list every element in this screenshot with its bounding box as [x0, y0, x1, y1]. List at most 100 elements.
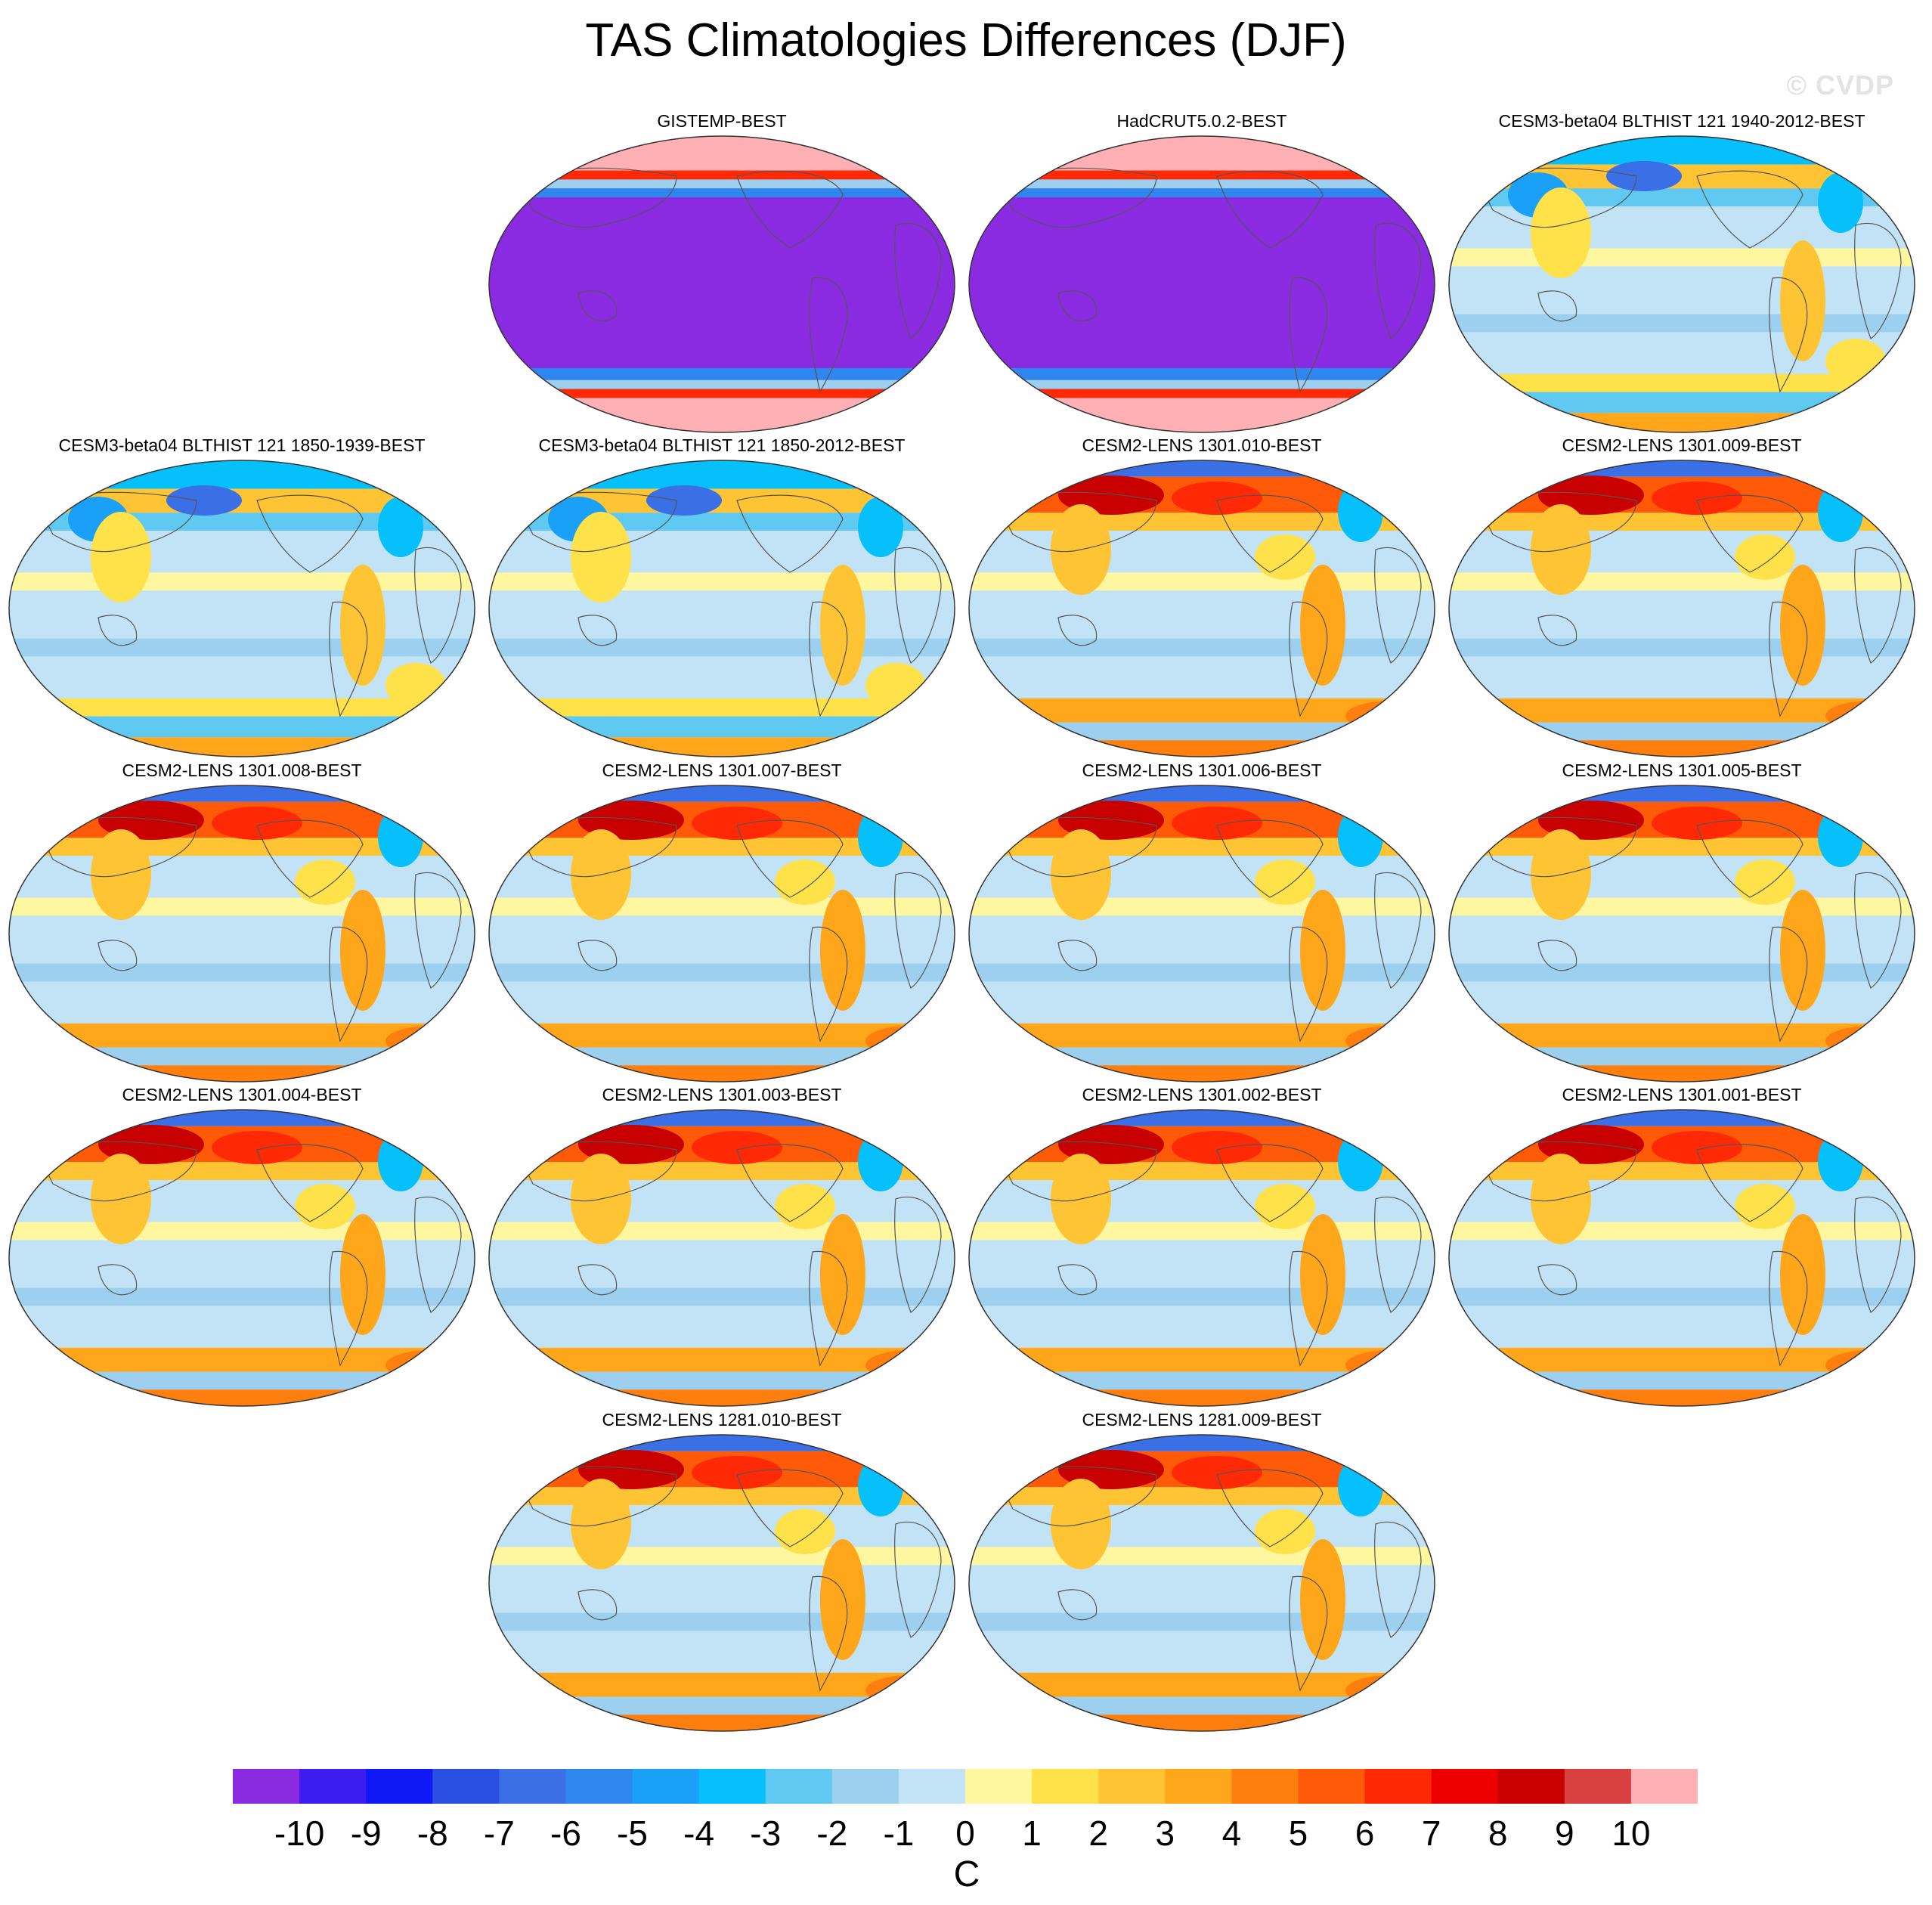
colorbar-swatch [831, 1769, 899, 1804]
global-map [1448, 1109, 1915, 1407]
temperature-band [489, 1696, 955, 1715]
colorbar-swatch [1431, 1769, 1499, 1804]
coastline [1057, 940, 1098, 971]
coastline [809, 1250, 848, 1367]
coastline [1289, 277, 1328, 393]
temperature-band [1449, 248, 1915, 267]
colorbar-tick-label: -3 [750, 1814, 782, 1853]
panel-title: GISTEMP-BEST [657, 111, 787, 131]
coastline [1537, 1264, 1577, 1296]
coastline [809, 277, 848, 393]
coastline [1769, 1250, 1808, 1367]
anomaly-blob [646, 485, 722, 516]
anomaly-blob [820, 565, 865, 686]
temperature-band [969, 188, 1435, 198]
anomaly-blob [1818, 1131, 1863, 1191]
coastline [414, 1196, 462, 1313]
colorbar-tick-label: 1 [1022, 1814, 1042, 1853]
anomaly-blob [1825, 339, 1886, 384]
temperature-band [9, 963, 475, 982]
anomaly-blob [692, 1456, 782, 1489]
global-map [968, 1434, 1435, 1732]
temperature-band [489, 572, 955, 591]
temperature-band [489, 179, 955, 189]
anomaly-blob [1345, 1350, 1435, 1380]
colorbar-swatch [499, 1769, 566, 1804]
temperature-band [969, 963, 1435, 982]
coastline [736, 170, 844, 249]
anomaly-blob [775, 1184, 835, 1229]
anomaly-blob [1652, 807, 1742, 840]
anomaly-blob [1818, 172, 1863, 233]
panel-title: CESM2-LENS 1301.004-BEST [122, 1085, 362, 1104]
colorbar-swatch [632, 1769, 700, 1804]
map-border [968, 1109, 1435, 1407]
anomaly-blob [820, 1214, 865, 1335]
anomaly-blob [295, 1184, 355, 1229]
map-panel: CESM3-beta04 BLTHIST 121 1940-2012-BEST [1440, 110, 1924, 435]
map-panel: CESM2-LENS 1301.003-BEST [480, 1084, 964, 1409]
panel-title: CESM3-beta04 BLTHIST 121 1850-2012-BEST [538, 435, 906, 455]
map-panel: CESM2-LENS 1281.010-BEST [480, 1409, 964, 1734]
map-panel: GISTEMP-BEST [480, 110, 964, 435]
map-border [8, 1109, 475, 1407]
map-panel: HadCRUT5.0.2-BEST [960, 110, 1444, 435]
temperature-band [1449, 963, 1915, 982]
coastline [577, 290, 618, 322]
map-border [1448, 135, 1915, 433]
colorbar-units: C [953, 1854, 980, 1894]
coastline [1696, 819, 1804, 898]
temperature-band [969, 1047, 1435, 1066]
coastline [1537, 290, 1577, 322]
temperature-band [969, 1222, 1435, 1241]
temperature-band [9, 1222, 475, 1241]
coastline [414, 547, 462, 664]
colorbar-swatch [1364, 1769, 1432, 1804]
anomaly-blob [1825, 1350, 1915, 1380]
map-border [488, 135, 955, 433]
coastline [894, 1196, 942, 1313]
anomaly-blob [1345, 1026, 1435, 1056]
coastline [736, 819, 844, 898]
temperature-band [9, 737, 475, 757]
anomaly-blob [1818, 482, 1863, 542]
coastline [98, 615, 138, 646]
coastline [256, 494, 364, 573]
anomaly-blob [1780, 1214, 1825, 1335]
coastline [1289, 926, 1328, 1042]
map-border [488, 785, 955, 1083]
anomaly-blob [1345, 1675, 1435, 1705]
temperature-band [489, 460, 955, 489]
temperature-band [489, 188, 955, 198]
temperature-band [489, 698, 955, 717]
anomaly-blob [1172, 1131, 1262, 1164]
temperature-band [1449, 638, 1915, 657]
colorbar-swatch [698, 1769, 766, 1804]
panel-title: CESM2-LENS 1281.010-BEST [602, 1410, 842, 1430]
map-border [1448, 785, 1915, 1083]
anomaly-blob [1780, 565, 1825, 686]
temperature-band [489, 398, 955, 432]
coastline [1696, 170, 1804, 249]
anomaly-blob [1300, 890, 1345, 1011]
anomaly-blob [1172, 482, 1262, 515]
temperature-band [1449, 1047, 1915, 1066]
temperature-band [9, 1110, 475, 1126]
temperature-band [969, 1371, 1435, 1390]
temperature-band [489, 737, 955, 757]
anomaly-blob [1345, 701, 1435, 731]
temperature-band [969, 367, 1435, 380]
coastline [577, 615, 618, 646]
coastline [98, 1264, 138, 1296]
temperature-band [969, 398, 1435, 432]
temperature-band [9, 460, 475, 489]
colorbar-tick-label: 10 [1612, 1814, 1651, 1853]
anomaly-blob [692, 1131, 782, 1164]
anomaly-blob [1780, 890, 1825, 1011]
temperature-band [1449, 1287, 1915, 1306]
anomaly-blob [1338, 1131, 1383, 1191]
global-map [968, 1109, 1435, 1407]
map-panel: CESM2-LENS 1301.001-BEST [1440, 1084, 1924, 1409]
temperature-band [9, 1065, 475, 1082]
temperature-band [969, 1547, 1435, 1566]
